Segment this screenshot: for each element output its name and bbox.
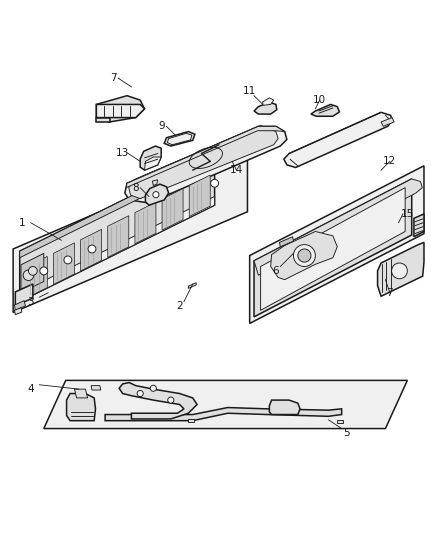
Polygon shape	[21, 253, 44, 293]
Circle shape	[153, 191, 159, 198]
Circle shape	[40, 267, 48, 275]
Polygon shape	[140, 146, 161, 170]
Circle shape	[23, 270, 34, 280]
Polygon shape	[96, 104, 145, 118]
Circle shape	[168, 397, 174, 403]
Text: 7: 7	[386, 288, 393, 298]
Polygon shape	[311, 104, 339, 116]
Polygon shape	[81, 229, 102, 271]
Polygon shape	[145, 157, 161, 170]
Polygon shape	[135, 202, 156, 244]
Text: 10: 10	[313, 95, 326, 105]
Polygon shape	[164, 132, 195, 146]
Polygon shape	[167, 133, 192, 145]
Circle shape	[88, 245, 96, 253]
Polygon shape	[13, 148, 247, 312]
Polygon shape	[125, 126, 287, 203]
Polygon shape	[254, 179, 412, 317]
Text: 1: 1	[18, 217, 25, 228]
Circle shape	[392, 263, 407, 279]
Circle shape	[298, 249, 311, 262]
Polygon shape	[129, 125, 278, 199]
Circle shape	[28, 266, 37, 275]
Polygon shape	[162, 189, 183, 230]
Text: 13: 13	[116, 148, 129, 158]
Polygon shape	[279, 237, 293, 247]
Polygon shape	[250, 166, 424, 324]
Polygon shape	[44, 381, 407, 429]
Circle shape	[137, 391, 143, 397]
Polygon shape	[91, 386, 101, 390]
Polygon shape	[74, 389, 88, 398]
Polygon shape	[20, 155, 215, 302]
Polygon shape	[53, 243, 74, 285]
Polygon shape	[119, 383, 197, 419]
Polygon shape	[189, 175, 210, 216]
Polygon shape	[337, 420, 343, 423]
Polygon shape	[261, 188, 405, 310]
Polygon shape	[96, 118, 110, 122]
Polygon shape	[14, 301, 25, 310]
Polygon shape	[263, 98, 274, 106]
Polygon shape	[152, 180, 158, 185]
Text: 6: 6	[272, 266, 279, 276]
Text: 5: 5	[343, 428, 350, 438]
Polygon shape	[284, 112, 392, 167]
Polygon shape	[254, 179, 422, 275]
Text: 14: 14	[230, 165, 243, 175]
Polygon shape	[67, 393, 95, 421]
Polygon shape	[381, 118, 394, 126]
Text: 15: 15	[401, 209, 414, 219]
Polygon shape	[15, 284, 33, 306]
Polygon shape	[105, 408, 342, 421]
Polygon shape	[188, 419, 194, 423]
Text: 7: 7	[110, 73, 117, 83]
Polygon shape	[26, 256, 47, 298]
Polygon shape	[254, 102, 277, 114]
Text: 3: 3	[27, 296, 34, 306]
Polygon shape	[14, 308, 22, 314]
Polygon shape	[126, 126, 285, 188]
Polygon shape	[20, 155, 215, 258]
Text: 11: 11	[243, 86, 256, 96]
Polygon shape	[145, 184, 169, 205]
Circle shape	[211, 179, 219, 187]
Polygon shape	[20, 197, 215, 302]
Circle shape	[64, 256, 72, 264]
Circle shape	[293, 245, 315, 266]
Text: 4: 4	[27, 384, 34, 394]
Polygon shape	[271, 231, 337, 280]
Polygon shape	[378, 243, 424, 296]
Text: 12: 12	[383, 156, 396, 166]
Text: 8: 8	[132, 183, 139, 192]
Polygon shape	[188, 282, 196, 288]
Text: 2: 2	[176, 301, 183, 311]
Circle shape	[150, 385, 156, 391]
Polygon shape	[269, 400, 300, 415]
Polygon shape	[108, 216, 129, 257]
Polygon shape	[96, 96, 145, 122]
Text: 9: 9	[159, 122, 166, 131]
Polygon shape	[414, 214, 424, 237]
